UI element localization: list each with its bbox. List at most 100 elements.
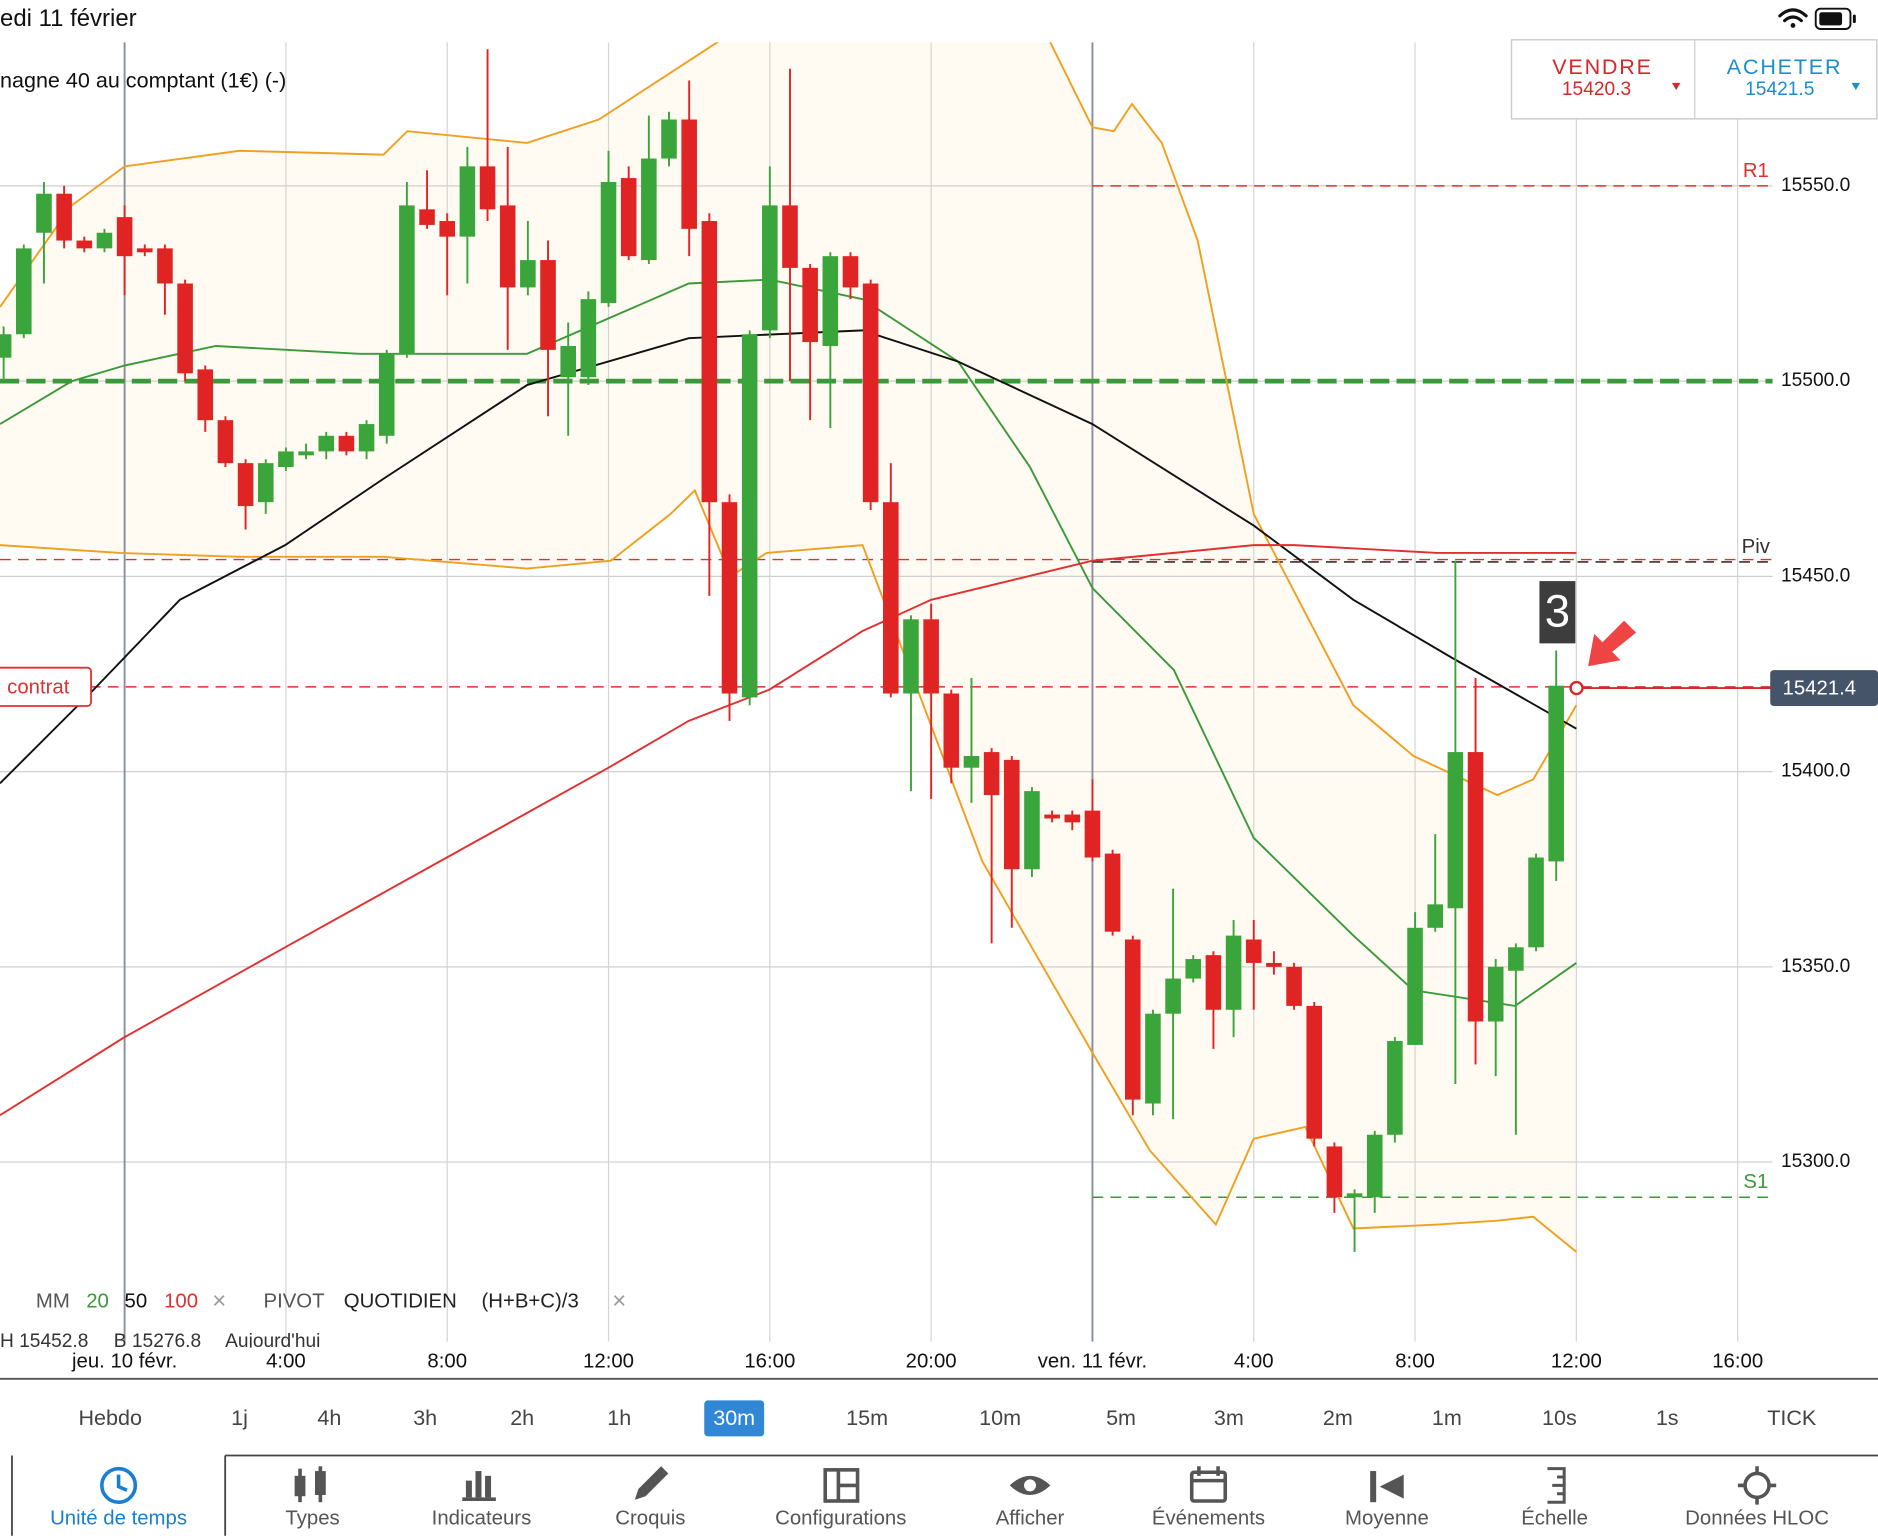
remove-indicator[interactable]: × xyxy=(612,1288,626,1315)
toolbar-button[interactable]: Unité de temps xyxy=(50,1507,187,1529)
candle-body xyxy=(600,181,617,304)
sell-price[interactable]: 15420.3 xyxy=(1562,79,1631,100)
annotation: 3 xyxy=(1545,586,1570,637)
icon-indicators xyxy=(462,1471,496,1501)
candle-body xyxy=(257,463,274,503)
x-tick-label: 12:00 xyxy=(1551,1350,1602,1372)
candle-body xyxy=(1447,752,1464,909)
y-tick-label: 15300.0 xyxy=(1781,1151,1850,1172)
timeframe-option[interactable]: 30m xyxy=(713,1405,755,1430)
x-tick-label: 16:00 xyxy=(1712,1350,1763,1372)
x-tick-label: jeu. 10 févr. xyxy=(71,1350,177,1372)
toolbar: Unité de temps Types Indicateurs Croquis Con… xyxy=(50,1506,1829,1529)
remove-indicator[interactable]: × xyxy=(212,1288,226,1315)
toolbar-button[interactable]: Croquis xyxy=(615,1507,685,1529)
timeframe-option[interactable]: 10s xyxy=(1542,1405,1577,1430)
toolbar-button[interactable]: Indicateurs xyxy=(432,1507,532,1529)
candle-body xyxy=(802,267,818,343)
level-label: R1 xyxy=(1743,160,1769,182)
toolbar-button[interactable]: Types xyxy=(285,1507,339,1529)
toolbar-button[interactable]: Afficher xyxy=(996,1507,1065,1529)
candle-body xyxy=(1064,814,1081,823)
timeframe-option[interactable]: 15m xyxy=(846,1405,888,1430)
toolbar-button[interactable]: Événements xyxy=(1152,1506,1265,1529)
buy-price[interactable]: 15421.5 xyxy=(1745,79,1814,100)
timeframe-option[interactable]: 5m xyxy=(1106,1405,1136,1430)
candle-body xyxy=(499,205,516,288)
toolbar-button[interactable]: Échelle xyxy=(1521,1506,1588,1529)
candle-body xyxy=(338,435,355,452)
toolbar-button[interactable]: Configurations xyxy=(775,1507,906,1529)
candle-body xyxy=(762,205,778,331)
y-tick-label: 15350.0 xyxy=(1781,956,1850,977)
candle-body xyxy=(782,205,798,268)
sell-label[interactable]: VENDRE xyxy=(1552,54,1653,79)
candle-body xyxy=(36,193,52,233)
candle-body xyxy=(1528,857,1544,948)
x-tick-label: ven. 11 févr. xyxy=(1038,1350,1147,1372)
candle-body xyxy=(76,240,93,249)
icon-scale xyxy=(1547,1467,1566,1504)
level-tag xyxy=(0,666,92,707)
candle-body xyxy=(1024,791,1040,870)
band-fill xyxy=(0,42,1577,1252)
timeframe-option[interactable]: 2m xyxy=(1323,1405,1353,1430)
plot-area xyxy=(0,42,1773,1342)
timeframe-option[interactable]: 1s xyxy=(1656,1405,1679,1430)
icon-types xyxy=(294,1466,326,1503)
candle-body xyxy=(1004,759,1020,870)
indicator-legend: MM 20 50 100 × PIVOT QUOTIDIEN (H+B+C)/3… xyxy=(0,1288,626,1352)
candle-body xyxy=(1104,853,1121,932)
icon-clock xyxy=(100,1466,138,1504)
timeframe-option[interactable]: 3h xyxy=(413,1405,437,1430)
candle-body xyxy=(136,248,153,253)
timeframe-option[interactable]: TICK xyxy=(1767,1405,1817,1430)
timeframe-option[interactable]: 1j xyxy=(231,1405,248,1430)
candle-body xyxy=(479,166,496,210)
candle-body xyxy=(883,502,899,694)
buy-button[interactable]: ACHETER 15421.5 xyxy=(1727,54,1861,100)
candle-body xyxy=(217,420,234,464)
timeframe-option[interactable]: 1h xyxy=(607,1405,631,1430)
legend-entry: 50 xyxy=(125,1291,148,1313)
candle-body xyxy=(842,256,859,288)
y-tick-label: 15550.0 xyxy=(1781,175,1850,196)
candle-body xyxy=(1508,947,1524,971)
candle-body xyxy=(237,463,254,507)
candle-body xyxy=(822,256,839,346)
candle-body xyxy=(318,435,335,452)
level-label: S1 xyxy=(1743,1171,1768,1193)
wifi-icon xyxy=(1778,8,1808,28)
toolbar-button[interactable]: Données HLOC xyxy=(1685,1507,1829,1529)
price-arrow xyxy=(1588,620,1637,667)
pivot-formula: (H+B+C)/3 xyxy=(481,1291,578,1313)
timeframe-option[interactable]: 3m xyxy=(1214,1405,1244,1430)
candle-body xyxy=(1346,1193,1363,1198)
candle-body xyxy=(923,619,939,694)
icon-average xyxy=(1370,1471,1404,1503)
timeframe-option[interactable]: Hebdo xyxy=(78,1405,142,1430)
candle-body xyxy=(378,353,395,436)
candle-body xyxy=(1044,814,1060,819)
timeframe-option[interactable]: 10m xyxy=(979,1405,1021,1430)
x-tick-label: 4:00 xyxy=(266,1350,306,1372)
buy-label[interactable]: ACHETER xyxy=(1727,54,1843,79)
instrument-title: nagne 40 au comptant (1€) (-) xyxy=(0,67,286,92)
candle-body xyxy=(721,502,738,694)
toolbar-button[interactable]: Moyenne xyxy=(1345,1507,1429,1529)
pivot-label: PIVOT xyxy=(263,1291,324,1313)
candle-body xyxy=(741,334,758,698)
timeframe-option[interactable]: 2h xyxy=(510,1405,534,1430)
battery-icon xyxy=(1814,7,1856,30)
candle-body xyxy=(1407,927,1423,1045)
candle-body xyxy=(177,283,193,374)
timeframe-selected[interactable] xyxy=(704,1400,765,1437)
candle-body xyxy=(903,619,919,694)
candle-body xyxy=(56,193,72,241)
ohlc-day: Aujourd'hui xyxy=(225,1331,320,1352)
timeframe-option[interactable]: 1m xyxy=(1432,1405,1462,1430)
last-price-label: 15421.4 xyxy=(1783,678,1857,700)
timeframe-option[interactable]: 4h xyxy=(317,1405,341,1430)
sell-button[interactable]: VENDRE 15420.3 xyxy=(1552,54,1681,100)
